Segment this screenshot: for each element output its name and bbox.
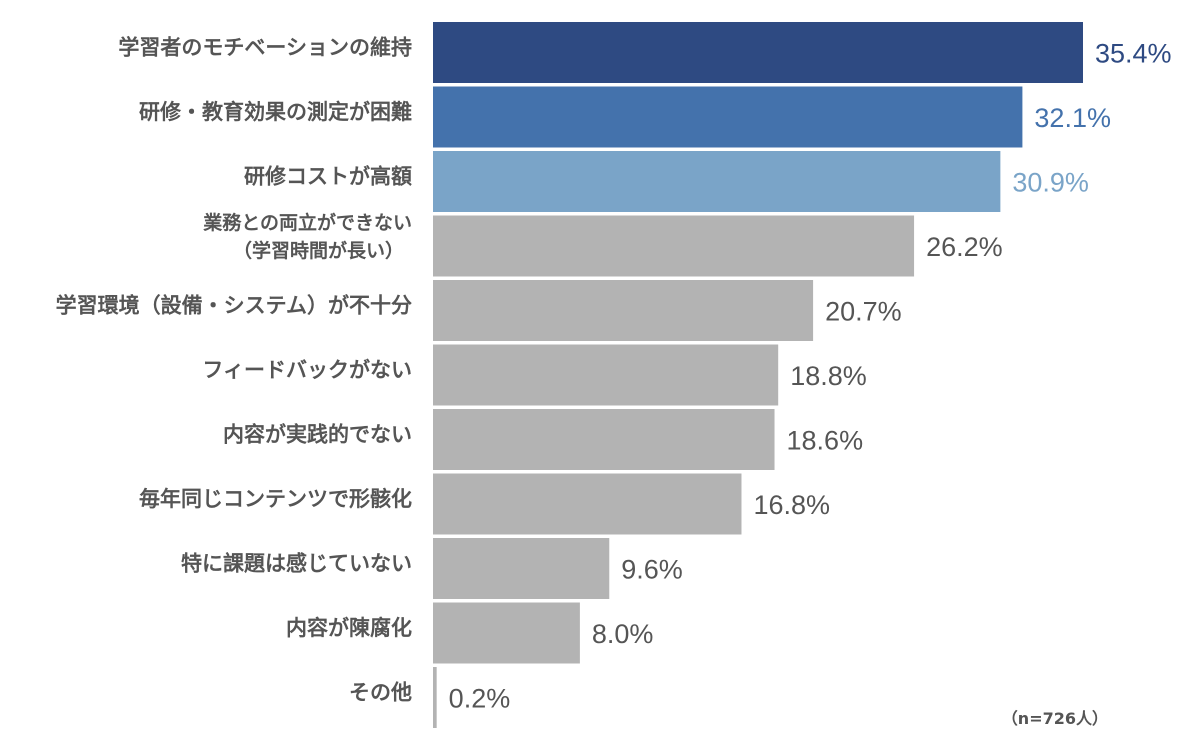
value-label-9: 9.6% [621,555,683,585]
bar-9 [433,538,610,599]
value-label-11: 0.2% [449,684,511,714]
bar-8 [433,473,742,535]
category-label-7: 内容が実践的でない [223,423,412,447]
value-label-6: 18.8% [790,361,867,391]
category-label-3: 研修コストが高額 [244,165,412,189]
category-label-8: 毎年同じコンテンツで形骸化 [139,487,412,511]
value-label-7: 18.6% [787,426,864,456]
value-label-5: 20.7% [825,297,902,327]
sample-size-note: （n=726人） [1002,709,1108,728]
bar-11 [433,667,437,728]
category-label-5: 学習環境（設備・システム）が不十分 [56,294,412,318]
bar-6 [433,344,779,406]
bar-1 [433,22,1083,83]
category-label-6: フィードバックがない [202,358,412,382]
bar-2 [433,86,1023,148]
value-label-4: 26.2% [926,232,1003,262]
value-label-2: 32.1% [1034,103,1111,133]
bar-5 [433,280,814,341]
bar-10 [433,602,580,664]
value-label-3: 30.9% [1012,168,1089,198]
category-labels-group: 学習者のモチベーションの維持研修・教育効果の測定が困難研修コストが高額業務との両… [56,36,412,705]
category-label-11: その他 [349,681,412,705]
value-label-8: 16.8% [753,490,830,520]
category-label-4: 業務との両立ができない（学習時間が長い） [202,211,412,262]
category-label-2: 研修・教育効果の測定が困難 [139,100,412,124]
category-label-1: 学習者のモチベーションの維持 [118,36,412,60]
category-label-9: 特に課題は感じていない [181,552,412,576]
value-label-10: 8.0% [592,619,654,649]
value-label-1: 35.4% [1095,39,1172,69]
category-label-10: 内容が陳腐化 [286,616,412,640]
bar-7 [433,409,775,470]
bars-group [433,22,1083,728]
bar-3 [433,151,1001,212]
bar-4 [433,215,915,277]
value-labels-group: 35.4% 32.1% 30.9% 26.2% 20.7% 18.8% 18.6% 16.8%… [449,39,1172,714]
